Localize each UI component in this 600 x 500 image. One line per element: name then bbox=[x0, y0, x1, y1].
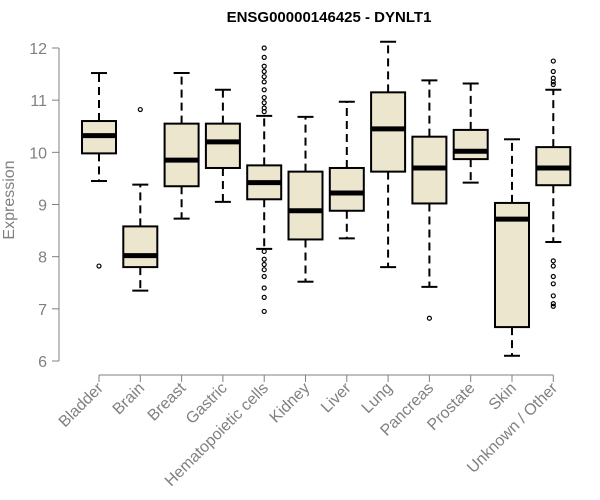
box-iqr bbox=[122, 225, 159, 269]
box-iqr bbox=[370, 91, 407, 173]
outlier-point bbox=[261, 68, 267, 75]
outlier-point bbox=[550, 68, 556, 75]
x-tick-label: Skin bbox=[486, 380, 520, 414]
outlier-point bbox=[261, 54, 267, 60]
outlier-point bbox=[550, 258, 556, 264]
box-iqr bbox=[494, 201, 530, 329]
outlier-point bbox=[96, 263, 102, 269]
box-lung bbox=[370, 40, 407, 269]
outlier-point bbox=[550, 58, 556, 64]
box-iqr bbox=[287, 170, 324, 241]
x-tick-label: Breast bbox=[145, 379, 190, 424]
y-axis: 6 7 8 9 10 11 12 bbox=[29, 41, 60, 371]
outlier-point bbox=[137, 106, 143, 113]
x-tick-label: Bladder bbox=[56, 379, 107, 430]
outlier-point bbox=[550, 273, 556, 280]
y-tick-label: 6 bbox=[38, 354, 47, 371]
x-tick-label: Lung bbox=[359, 380, 396, 417]
x-tick-label: Liver bbox=[318, 379, 355, 416]
outlier-point bbox=[261, 74, 267, 80]
y-tick-label: 8 bbox=[38, 250, 47, 267]
box-brain bbox=[122, 106, 159, 292]
boxes-group bbox=[81, 40, 572, 357]
outlier-point bbox=[261, 308, 267, 315]
chart-title: ENSG00000146425 - DYNLT1 bbox=[227, 9, 432, 26]
x-tick-label: Kidney bbox=[267, 380, 314, 427]
outlier-point bbox=[261, 109, 267, 115]
y-axis-label: Expression bbox=[1, 160, 18, 239]
outlier-point bbox=[550, 301, 556, 307]
box-iqr bbox=[163, 122, 200, 188]
outlier-point bbox=[261, 256, 267, 262]
box-iqr bbox=[328, 166, 365, 212]
box-bladder bbox=[81, 72, 117, 269]
box-gastric bbox=[204, 88, 241, 203]
box-skin bbox=[494, 138, 530, 357]
box-kidney bbox=[287, 115, 324, 283]
outlier-point bbox=[261, 100, 267, 106]
box-iqr bbox=[452, 128, 489, 161]
x-tick-label: Brain bbox=[110, 380, 148, 418]
outlier-point bbox=[261, 94, 267, 101]
outlier-point bbox=[261, 87, 267, 93]
y-tick-label: 12 bbox=[29, 41, 47, 58]
box-breast bbox=[163, 72, 200, 220]
outlier-point bbox=[261, 79, 267, 85]
outlier-point bbox=[550, 293, 556, 299]
box-liver bbox=[328, 100, 365, 240]
outlier-point bbox=[550, 263, 556, 269]
outlier-point bbox=[261, 285, 267, 291]
outlier-point bbox=[550, 281, 556, 287]
outlier-point bbox=[261, 273, 267, 280]
outlier-point bbox=[261, 63, 267, 69]
outlier-point bbox=[261, 261, 267, 268]
outlier-point bbox=[550, 79, 556, 85]
outlier-point bbox=[261, 267, 267, 273]
box-prostate bbox=[452, 82, 489, 184]
outlier-point bbox=[550, 81, 556, 88]
box-hematopoietic-cells bbox=[246, 45, 283, 315]
outlier-point bbox=[550, 303, 556, 309]
box-pancreas bbox=[411, 79, 448, 321]
outlier-point bbox=[261, 248, 267, 255]
y-tick-label: 7 bbox=[38, 302, 47, 319]
outlier-point bbox=[426, 315, 432, 321]
y-tick-label: 9 bbox=[38, 198, 47, 215]
box-iqr bbox=[204, 122, 241, 169]
y-tick-label: 10 bbox=[29, 145, 47, 162]
outlier-point bbox=[261, 45, 267, 51]
outlier-point bbox=[261, 294, 267, 300]
box-unknown-other bbox=[535, 58, 572, 309]
y-tick-label: 11 bbox=[30, 93, 47, 110]
